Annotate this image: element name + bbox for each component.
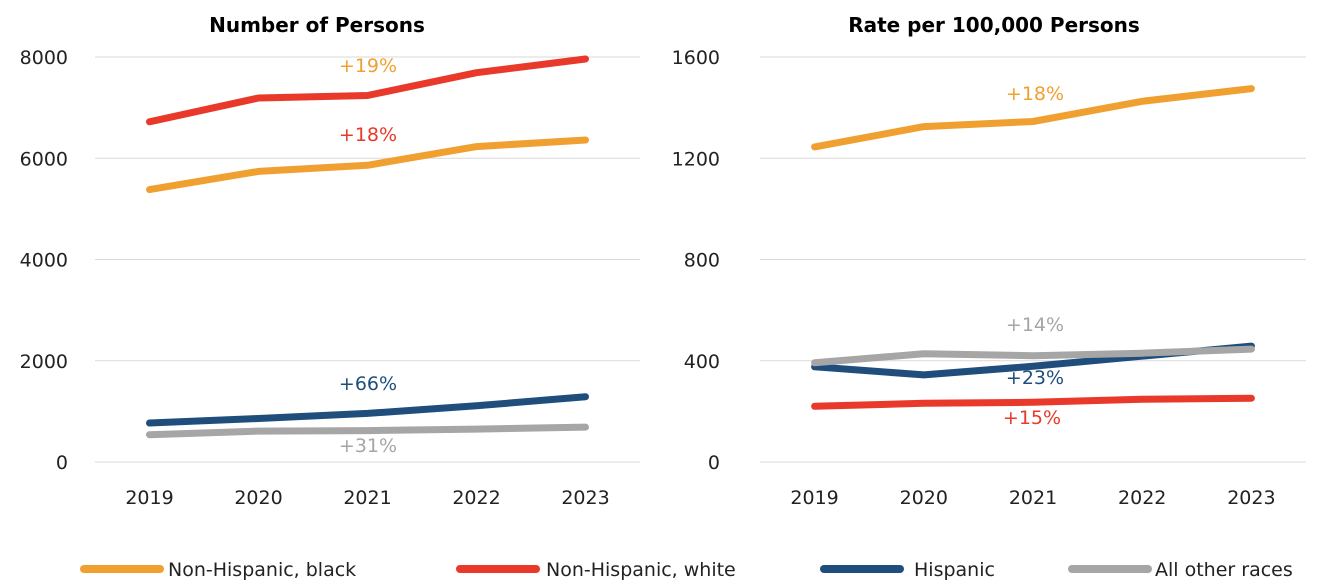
legend: Non-Hispanic, black Non-Hispanic, white Hi… bbox=[80, 559, 1293, 581]
x-tick-label: 2019 bbox=[790, 487, 838, 509]
change-annotation: +18% bbox=[339, 124, 397, 146]
x-tick-label: 2020 bbox=[900, 487, 948, 509]
change-annotation: +31% bbox=[339, 435, 397, 457]
change-annotation: +66% bbox=[339, 373, 397, 395]
x-tick-label: 2021 bbox=[343, 487, 391, 509]
y-tick-label: 400 bbox=[684, 351, 720, 373]
legend-label: Non-Hispanic, black bbox=[168, 559, 356, 581]
change-annotation: +15% bbox=[1003, 407, 1061, 429]
y-tick-label: 800 bbox=[684, 250, 720, 272]
series-line-all-other-races bbox=[146, 423, 589, 439]
x-tick-label: 2023 bbox=[1227, 487, 1275, 509]
series-line-non-hispanic-white bbox=[811, 394, 1255, 410]
x-tick-label: 2021 bbox=[1009, 487, 1057, 509]
legend-label: Hispanic bbox=[914, 559, 995, 581]
y-tick-label: 1600 bbox=[672, 47, 720, 69]
y-tick-label: 0 bbox=[708, 452, 720, 474]
series-line-hispanic bbox=[146, 393, 589, 427]
y-tick-label: 4000 bbox=[20, 250, 68, 272]
legend-label: Non-Hispanic, white bbox=[546, 559, 736, 581]
chart-title: Rate per 100,000 Persons bbox=[848, 13, 1140, 37]
y-tick-label: 1200 bbox=[672, 148, 720, 170]
x-tick-label: 2019 bbox=[125, 487, 173, 509]
chart-title: Number of Persons bbox=[209, 13, 425, 37]
x-tick-label: 2023 bbox=[561, 487, 609, 509]
y-tick-label: 0 bbox=[56, 452, 68, 474]
series-line-non-hispanic-black bbox=[146, 136, 589, 194]
change-annotation: +14% bbox=[1006, 314, 1064, 336]
legend-label: All other races bbox=[1155, 559, 1293, 581]
series-line-non-hispanic-black bbox=[811, 85, 1255, 151]
change-annotation: +23% bbox=[1006, 367, 1064, 389]
x-tick-label: 2022 bbox=[1118, 487, 1166, 509]
chart-panel-1: Number of Persons 0 2000 4000 6000 8000 2019 20… bbox=[20, 13, 640, 509]
y-tick-label: 2000 bbox=[20, 351, 68, 373]
chart-panel-2: Rate per 100,000 Persons 0 400 800 1200 1600 2… bbox=[672, 13, 1306, 509]
series-line-all-other-races bbox=[811, 345, 1255, 367]
x-tick-label: 2022 bbox=[452, 487, 500, 509]
change-annotation: +19% bbox=[339, 55, 397, 77]
series-line-non-hispanic-white bbox=[146, 55, 589, 126]
y-tick-label: 6000 bbox=[20, 148, 68, 170]
x-tick-label: 2020 bbox=[234, 487, 282, 509]
y-tick-label: 8000 bbox=[20, 47, 68, 69]
change-annotation: +18% bbox=[1006, 83, 1064, 105]
